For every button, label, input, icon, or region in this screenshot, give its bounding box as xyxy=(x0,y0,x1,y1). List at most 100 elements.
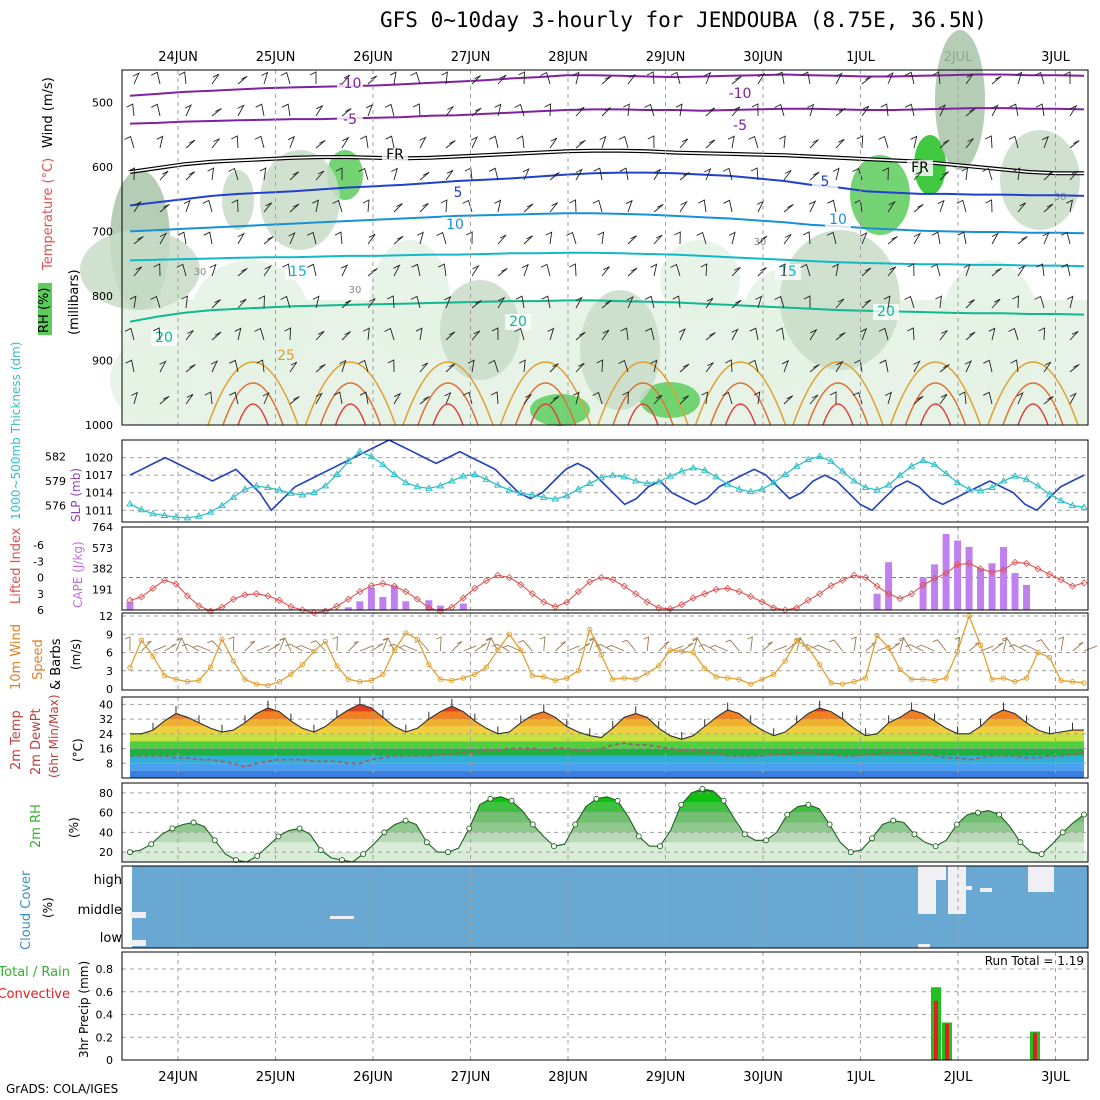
lifted-index-point xyxy=(505,573,513,582)
lifted-index-point xyxy=(137,593,146,601)
upper-wind-barb xyxy=(488,359,499,373)
upper-wind-barb xyxy=(523,393,532,405)
thickness-point xyxy=(378,460,387,468)
wind-speed-point xyxy=(805,644,811,651)
wind-speed-point xyxy=(690,649,696,656)
upper-wind-barb xyxy=(416,231,424,245)
lifted-index-tick-label: -3 xyxy=(33,555,44,568)
surface-wind-barb xyxy=(773,645,787,652)
thickness-point xyxy=(505,486,514,493)
upper-wind-barb xyxy=(488,167,499,181)
upper-wind-barb xyxy=(523,203,534,213)
upper-wind-barb xyxy=(802,231,811,245)
upper-wind-barb xyxy=(904,71,915,85)
surface-wind-barb xyxy=(643,636,650,652)
thickness-point xyxy=(195,512,203,519)
precip-units-label: 3hr Precip (mm) xyxy=(77,961,91,1058)
lifted-index-point xyxy=(1068,582,1077,590)
rh2m-axis-label: 2m RH xyxy=(29,804,44,848)
upper-wind-barb xyxy=(211,108,222,117)
wind-speed-point xyxy=(839,681,846,687)
upper-wind-barb xyxy=(939,364,950,373)
upper-wind-barb xyxy=(774,103,785,117)
wind-speed-point xyxy=(150,653,156,659)
upper-wind-barb xyxy=(800,263,811,277)
upper-wind-barb xyxy=(622,391,629,405)
rh-shading-blob xyxy=(260,150,340,250)
temperature-band xyxy=(130,755,1084,764)
upper-wind-barb xyxy=(445,106,454,117)
upper-wind-barb xyxy=(879,359,889,373)
upper-wind-barb xyxy=(315,330,325,341)
rh-shading-blob xyxy=(370,240,450,360)
rh2m-bands xyxy=(130,788,1084,862)
temperature-warm-contour xyxy=(432,403,464,426)
upper-wind-barb xyxy=(626,296,634,309)
upper-wind-barb xyxy=(832,167,840,181)
upper-wind-barb xyxy=(549,395,560,405)
surface-wind-barb xyxy=(152,645,167,652)
upper-wind-barb xyxy=(549,363,559,373)
thickness-point xyxy=(781,470,790,477)
temperature-warm-contour xyxy=(207,361,299,426)
contour-label-bg xyxy=(445,185,471,201)
thickness-point xyxy=(792,462,801,469)
lifted-index-line xyxy=(129,561,1085,614)
thickness-point xyxy=(528,490,537,498)
lifted-index-point xyxy=(1045,570,1054,578)
upper-wind-barb xyxy=(363,327,370,341)
rh2m-point xyxy=(233,857,239,863)
upper-wind-barb xyxy=(1060,231,1071,245)
rh2m-band xyxy=(130,832,1084,843)
surface-wind-barb xyxy=(451,640,463,652)
upper-wind-barb xyxy=(644,103,655,117)
thickness-point xyxy=(1045,490,1054,497)
upper-wind-barb xyxy=(965,138,974,149)
upper-wind-barb xyxy=(391,167,399,181)
pressure-tick-label: 600 xyxy=(92,161,113,174)
upper-wind-barb xyxy=(596,359,604,373)
surface-wind-barb xyxy=(932,639,947,652)
temperature-contour-5 xyxy=(129,171,1085,207)
cloud-row-label: low xyxy=(100,931,123,946)
wind-speed-point xyxy=(621,675,627,681)
wind-speed-point xyxy=(127,665,133,671)
temperature-warm-contour xyxy=(499,361,592,426)
upper-wind-barb xyxy=(203,231,213,245)
date-label-top: 29JUN xyxy=(646,50,686,65)
upper-wind-barb xyxy=(445,363,456,373)
temperature-contour-label: -5 xyxy=(733,118,747,134)
date-label-top: 26JUN xyxy=(353,50,393,65)
thickness-point xyxy=(884,481,893,488)
thickness-point xyxy=(735,485,744,492)
rh2m-point xyxy=(169,825,176,832)
lifted-index-point xyxy=(609,576,617,584)
upper-wind-barb xyxy=(572,391,580,405)
upper-wind-barb xyxy=(393,235,404,245)
wind-speed-point xyxy=(713,674,719,680)
temperature-contour-label: -10 xyxy=(339,76,362,92)
surface-wind-barb xyxy=(980,645,994,652)
upper-wind-barb xyxy=(913,232,922,245)
upper-wind-barb xyxy=(128,167,135,181)
upper-wind-barb xyxy=(749,327,759,341)
wind-speed-point xyxy=(334,663,340,669)
wind-speed-point xyxy=(989,676,995,682)
date-label-bottom: 1JUL xyxy=(846,1070,876,1085)
upper-wind-barb xyxy=(1034,71,1045,85)
contour-label-bg xyxy=(873,304,899,320)
upper-wind-barb xyxy=(679,138,689,149)
upper-wind-barb xyxy=(939,393,948,405)
thickness-point xyxy=(229,493,238,500)
upper-wind-barb xyxy=(489,135,499,149)
surface-wind-barb xyxy=(491,643,510,652)
upper-wind-barb xyxy=(358,167,369,181)
rh2m-band xyxy=(130,792,1084,803)
upper-wind-barb xyxy=(1036,263,1045,277)
wind-speed-point xyxy=(196,677,202,684)
wind-speed-point xyxy=(230,658,237,664)
upper-wind-barb xyxy=(878,327,889,341)
rh2m-point xyxy=(1059,829,1066,836)
upper-wind-barb xyxy=(1043,361,1052,373)
lifted-index-point xyxy=(402,588,410,596)
